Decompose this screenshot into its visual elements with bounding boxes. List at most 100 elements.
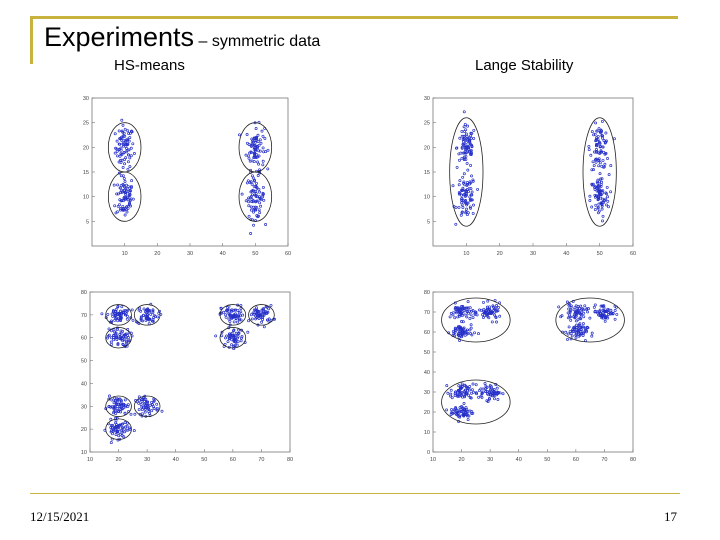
data-point [460,189,464,193]
data-point [471,382,475,386]
data-point [129,154,133,158]
data-point [122,177,126,180]
data-point [124,142,128,146]
data-point [567,307,571,311]
data-point [601,214,605,218]
data-point [578,311,582,315]
data-point [469,206,473,210]
data-point [592,133,596,137]
data-point [106,336,109,340]
data-point [266,167,270,171]
data-point [461,143,465,146]
y-tick-label: 30 [424,390,430,396]
data-point [606,195,610,199]
data-point [593,303,597,307]
data-point [128,193,132,197]
data-point [250,317,254,321]
x-tick-label: 30 [530,251,536,257]
data-point [263,310,267,314]
data-point [116,210,119,214]
data-point [231,316,235,319]
data-point [567,325,571,329]
data-point [460,382,464,386]
data-point [254,189,258,193]
data-point [112,405,116,408]
data-point [454,306,458,309]
data-point [255,181,258,185]
data-point [584,330,588,334]
data-point [236,320,239,324]
data-point [123,430,127,434]
data-point [114,412,118,416]
data-point [600,207,604,211]
data-point [460,335,464,339]
data-point [574,336,578,340]
data-point [477,395,481,399]
data-point [615,312,619,316]
data-point [129,412,133,416]
data-point [233,333,237,337]
y-tick-label: 20 [81,427,87,433]
data-point [145,400,148,404]
data-point [114,401,118,405]
data-point [116,438,120,442]
data-point [133,412,137,416]
data-point [607,205,610,209]
data-point [123,162,127,166]
hs-means-label: HS-means [114,57,185,74]
y-tick-label: 40 [81,381,87,387]
x-tick-label: 40 [173,457,179,463]
data-point [124,187,128,191]
data-point [246,198,250,202]
data-point [148,310,151,314]
data-point [252,147,256,151]
data-point [130,308,134,312]
data-point [588,199,592,202]
data-point [112,183,116,187]
data-point [594,150,598,154]
data-point [469,396,473,400]
data-point [256,140,260,144]
data-point [117,129,121,133]
data-point [111,310,115,313]
data-point [570,334,574,338]
cluster-ellipse [441,297,511,343]
data-point [121,142,125,146]
data-point [474,391,478,395]
data-point [130,129,134,133]
data-point [257,208,261,212]
y-tick-label: 30 [81,404,87,410]
data-point [261,185,265,189]
data-point [126,206,130,210]
data-point [456,388,460,392]
x-tick-label: 40 [563,251,569,257]
slide-title-main: Experiments [44,22,195,52]
data-point [605,185,609,189]
y-tick-label: 25 [424,121,430,127]
data-point [465,309,469,313]
data-point [463,122,467,126]
data-point [117,312,121,316]
data-point [123,134,127,138]
x-tick-label: 60 [285,251,291,257]
data-point [604,151,608,155]
data-point [482,307,486,311]
data-point [114,433,118,436]
data-point [255,153,259,157]
data-point [262,306,266,310]
data-point [122,338,126,342]
data-point [488,311,492,315]
data-point [462,125,466,129]
data-point [127,426,131,430]
data-point [261,195,265,199]
data-point [122,185,126,189]
cluster-ellipse [105,418,132,440]
data-point [460,305,463,308]
data-point [589,153,593,157]
data-point [449,388,453,392]
data-point [459,386,463,390]
data-point [461,332,465,336]
data-point [451,184,455,188]
data-point [566,311,570,315]
data-point [461,181,465,185]
